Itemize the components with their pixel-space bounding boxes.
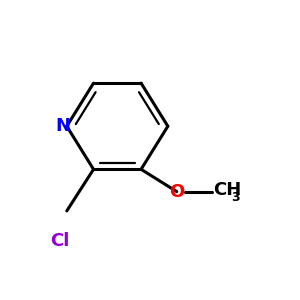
Text: O: O [169,183,184,201]
Text: 3: 3 [231,191,240,204]
Text: Cl: Cl [50,232,69,250]
Text: N: N [56,117,71,135]
Text: CH: CH [213,181,242,199]
